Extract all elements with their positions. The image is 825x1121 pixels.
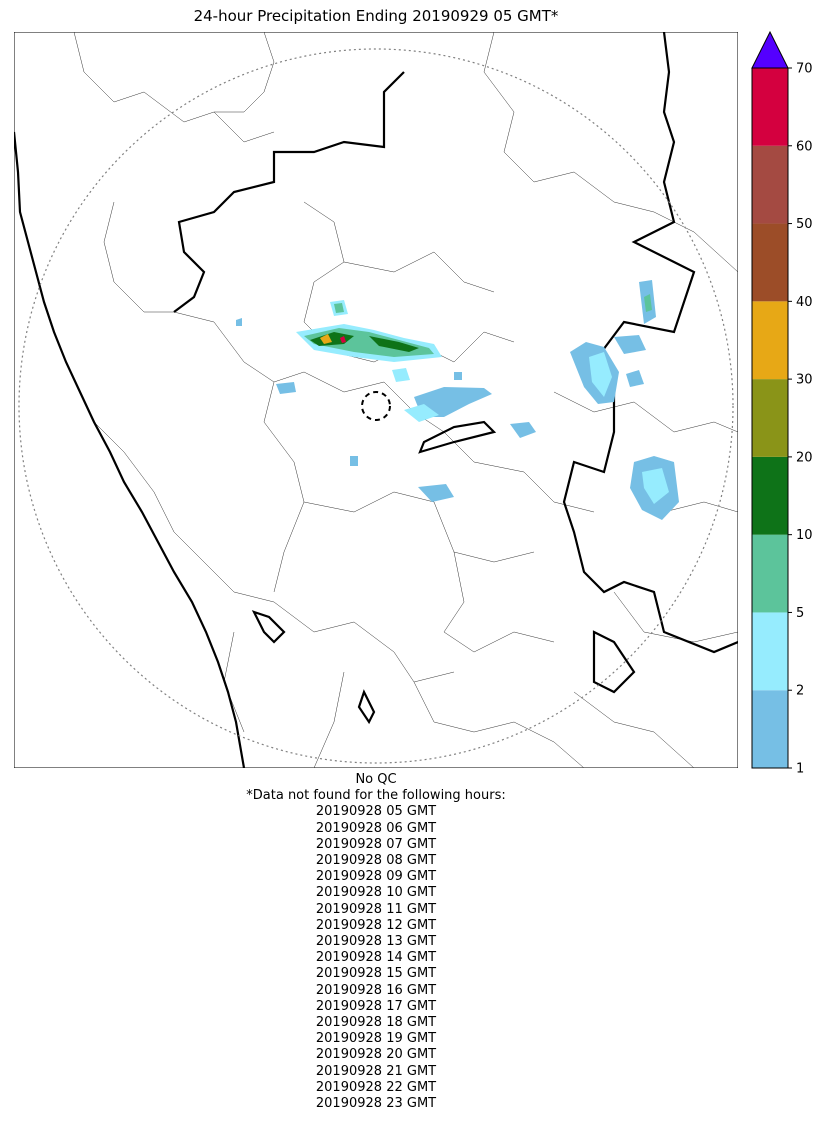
map-footer: No QC *Data not found for the following …	[14, 772, 738, 1112]
missing-hour: 20190928 07 GMT	[315, 836, 437, 852]
colorbar-tick-label: 70	[796, 62, 813, 77]
missing-hour: 20190928 09 GMT	[315, 869, 437, 885]
colorbar-segment	[752, 456, 788, 535]
missing-hour: 20190928 19 GMT	[315, 1031, 437, 1047]
colorbar-segment	[752, 379, 788, 457]
colorbar-tick-label: 40	[796, 295, 813, 310]
colorbar-tick-label: 5	[796, 606, 804, 621]
map-frame	[14, 32, 738, 768]
colorbar-tick-label: 10	[796, 528, 813, 543]
district-boundaries	[73, 32, 738, 768]
colorbar-frame	[751, 67, 789, 769]
precipitation-areas	[236, 280, 679, 520]
colorbar-tick-label: 50	[796, 217, 813, 232]
colorbar-tick-label: 60	[796, 139, 813, 154]
colorbar-segment	[752, 534, 788, 613]
missing-hour: 20190928 21 GMT	[315, 1063, 437, 1079]
colorbar-segment	[752, 301, 788, 380]
colorbar-segment	[752, 68, 788, 146]
colorbar-tick-label: 2	[796, 684, 804, 699]
missing-hour: 20190928 11 GMT	[315, 901, 437, 917]
missing-data-note: *Data not found for the following hours:	[246, 788, 506, 804]
missing-hour: 20190928 10 GMT	[315, 885, 437, 901]
colorbar-segment	[752, 690, 788, 768]
missing-hour: 20190928 13 GMT	[315, 934, 437, 950]
missing-hour: 20190928 08 GMT	[315, 853, 437, 869]
colorbar-tick-label: 20	[796, 450, 813, 465]
missing-hour: 20190928 22 GMT	[315, 1079, 437, 1095]
qc-label: No QC	[355, 772, 397, 787]
radar-site-marker	[361, 391, 391, 421]
map-title: 24-hour Precipitation Ending 20190929 05…	[193, 7, 559, 25]
missing-hour: 20190928 12 GMT	[315, 917, 437, 933]
missing-hour: 20190928 14 GMT	[315, 950, 437, 966]
missing-hour: 20190928 16 GMT	[315, 982, 437, 998]
missing-hour: 20190928 20 GMT	[315, 1047, 437, 1063]
colorbar-segment	[752, 145, 788, 224]
colorbar-segment	[752, 223, 788, 302]
colorbar-extend-arrow	[751, 30, 789, 69]
missing-hour: 20190928 17 GMT	[315, 998, 437, 1014]
missing-hour: 20190928 23 GMT	[315, 1096, 437, 1112]
precipitation-colorbar: 1 2 5 10 20 30 40 50 60 70	[751, 30, 813, 777]
missing-hour: 20190928 18 GMT	[315, 1015, 437, 1031]
colorbar-tick-label: 30	[796, 373, 813, 388]
colorbar-segment	[752, 612, 788, 691]
missing-hour: 20190928 15 GMT	[315, 966, 437, 982]
radar-range-ring	[18, 48, 734, 764]
missing-hour: 20190928 05 GMT	[315, 804, 437, 820]
colorbar-tick-label: 1	[796, 762, 804, 777]
missing-hour: 20190928 06 GMT	[315, 820, 437, 836]
precipitation-map	[14, 32, 738, 768]
